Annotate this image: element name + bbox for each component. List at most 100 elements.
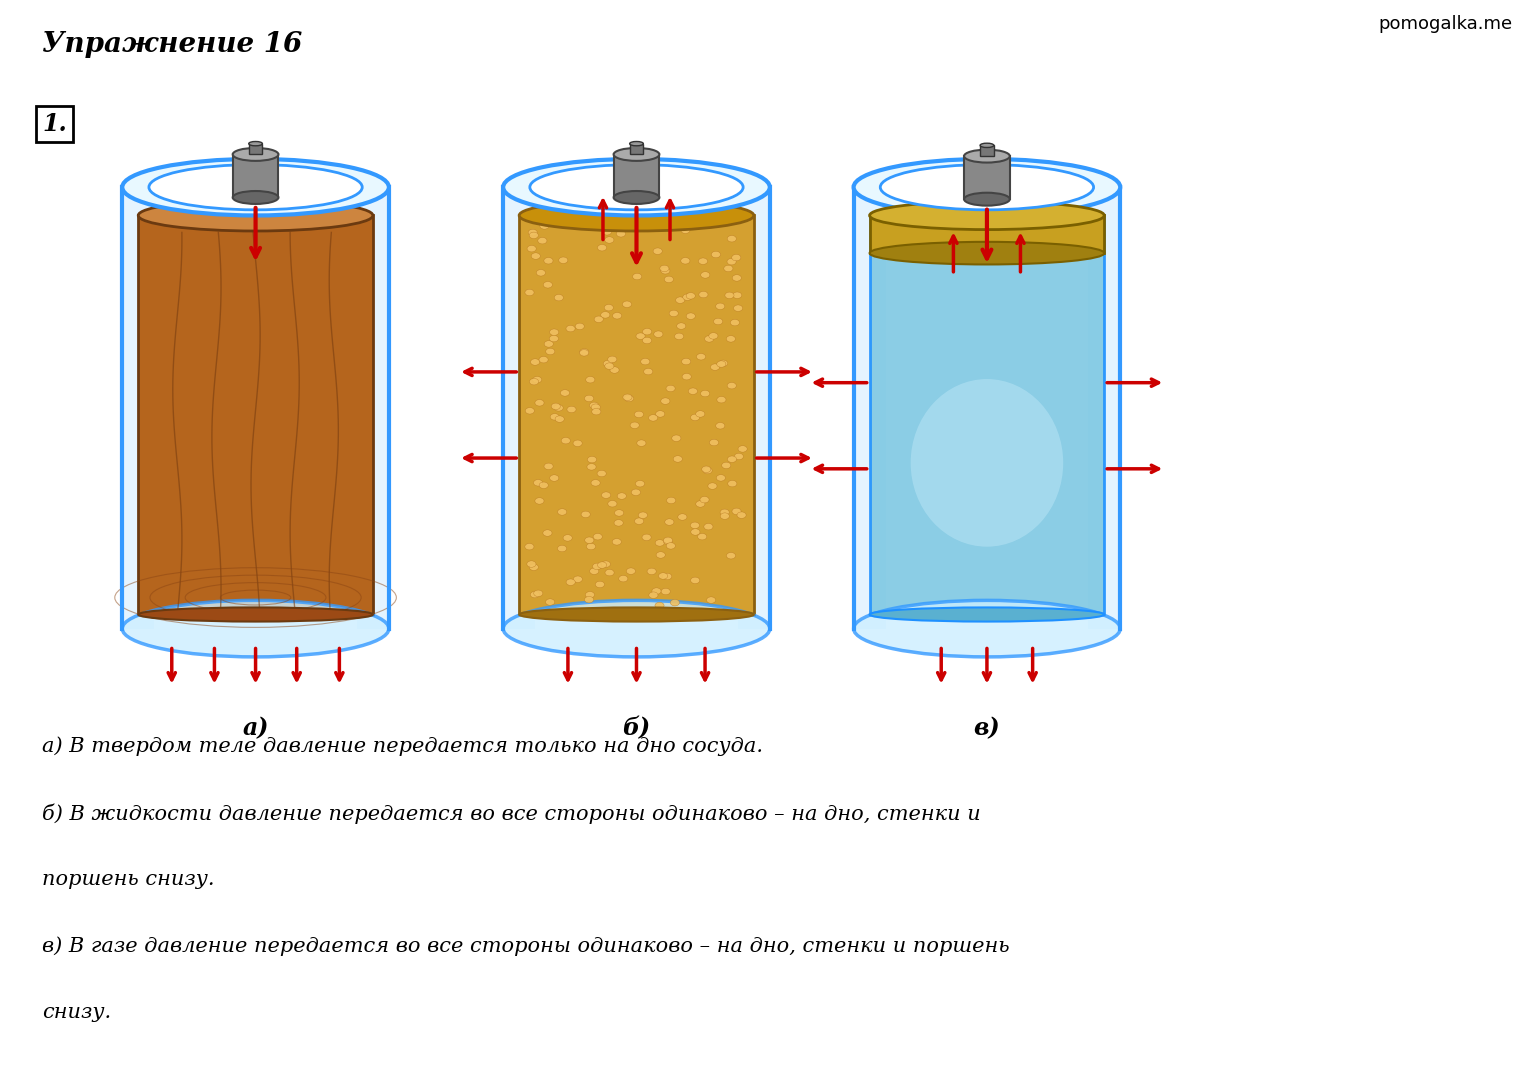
Circle shape [663,538,673,545]
Circle shape [719,360,728,367]
Circle shape [656,552,665,558]
Ellipse shape [138,608,372,622]
Circle shape [530,591,539,598]
Ellipse shape [233,191,279,204]
Circle shape [696,411,705,418]
Circle shape [691,577,700,584]
Circle shape [682,358,691,365]
Circle shape [634,411,643,418]
Circle shape [665,519,674,525]
Circle shape [614,510,624,516]
Circle shape [585,376,594,383]
Circle shape [605,362,614,369]
Circle shape [605,570,614,576]
Circle shape [650,592,659,599]
Circle shape [666,542,676,549]
Circle shape [544,257,553,264]
Circle shape [602,492,611,498]
Circle shape [594,316,604,322]
Circle shape [643,369,653,374]
Circle shape [665,277,674,282]
Circle shape [680,227,689,233]
Circle shape [579,349,588,356]
Ellipse shape [964,150,1010,163]
Circle shape [633,273,642,280]
Circle shape [573,576,582,583]
Circle shape [711,252,720,258]
FancyBboxPatch shape [630,143,643,154]
FancyBboxPatch shape [123,188,155,628]
Circle shape [538,238,547,244]
Circle shape [585,597,593,603]
FancyBboxPatch shape [738,188,769,628]
Circle shape [550,475,559,482]
Circle shape [601,561,610,567]
Circle shape [656,602,663,609]
Circle shape [530,359,539,366]
Circle shape [591,404,601,410]
Circle shape [714,318,723,324]
Circle shape [663,573,673,579]
Ellipse shape [138,200,372,231]
Circle shape [677,323,686,329]
Circle shape [535,498,544,505]
Circle shape [697,534,706,540]
Circle shape [536,269,545,276]
FancyBboxPatch shape [614,154,659,197]
Circle shape [706,597,715,603]
Circle shape [726,335,735,342]
Circle shape [722,462,731,469]
Circle shape [723,265,732,271]
FancyBboxPatch shape [870,216,1105,614]
Circle shape [585,591,594,598]
Circle shape [533,376,542,383]
Circle shape [613,538,622,545]
Circle shape [550,413,559,420]
Circle shape [597,470,607,476]
Text: а): а) [242,716,268,740]
Circle shape [738,446,748,452]
Circle shape [525,290,535,296]
Ellipse shape [530,165,743,209]
Circle shape [666,497,676,503]
Ellipse shape [233,148,279,161]
Circle shape [525,408,535,414]
Circle shape [720,509,729,515]
Ellipse shape [502,158,769,216]
Circle shape [545,599,555,605]
Circle shape [539,482,548,488]
Ellipse shape [881,165,1094,209]
Circle shape [591,408,601,414]
Circle shape [527,245,536,252]
Text: в): в) [974,716,1000,740]
Circle shape [656,539,665,546]
Circle shape [527,561,536,567]
Circle shape [631,489,640,496]
Circle shape [691,528,700,535]
Circle shape [697,354,706,360]
Circle shape [709,439,719,446]
Circle shape [608,500,617,507]
Circle shape [567,406,576,412]
Circle shape [666,385,676,392]
Circle shape [558,546,567,552]
Circle shape [581,511,590,518]
Circle shape [591,480,601,486]
Circle shape [732,292,741,298]
Circle shape [630,422,639,429]
Circle shape [669,310,679,317]
Circle shape [708,483,717,489]
Ellipse shape [630,141,643,145]
Ellipse shape [853,600,1120,656]
Circle shape [734,305,743,311]
Text: б) В жидкости давление передается во все стороны одинаково – на дно, стенки и: б) В жидкости давление передается во все… [43,803,980,824]
Circle shape [637,439,647,446]
Circle shape [657,221,666,228]
Ellipse shape [149,165,362,209]
Ellipse shape [870,608,1105,622]
Circle shape [544,463,553,470]
Circle shape [593,563,602,570]
Circle shape [587,544,596,550]
Text: поршень снизу.: поршень снизу. [43,870,214,889]
Circle shape [660,265,669,271]
